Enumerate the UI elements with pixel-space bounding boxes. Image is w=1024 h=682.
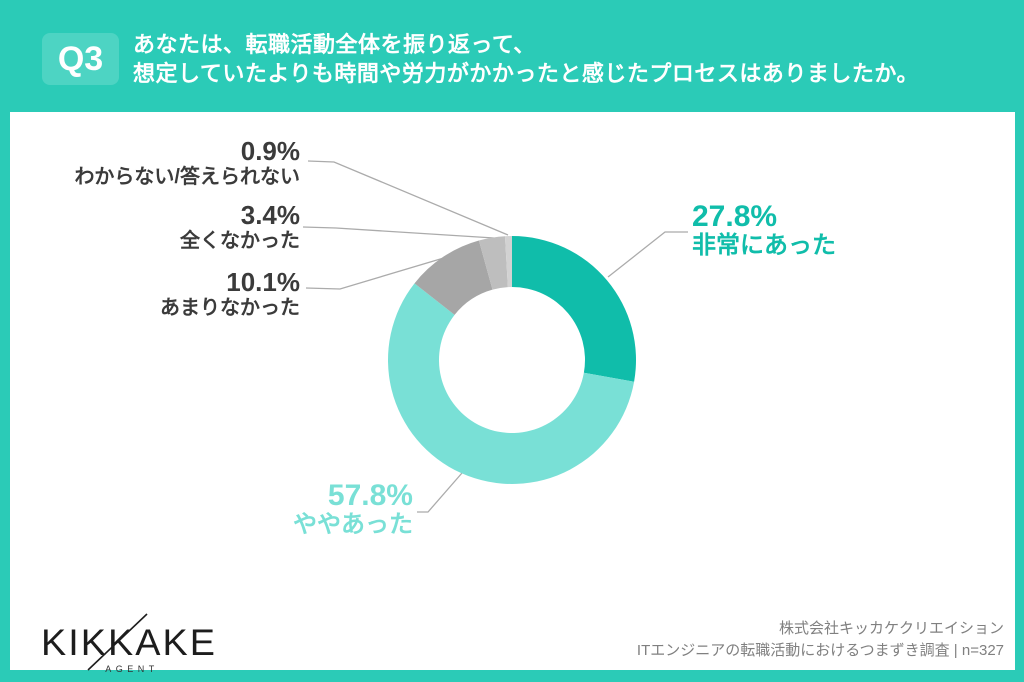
leader-line-wakaranai	[307, 160, 509, 236]
question-title-line2: 想定していたよりも時間や労力がかかったと感じたプロセスはありましたか。	[133, 61, 919, 86]
chart-panel: 0.9% わからない/答えられない 3.4% 全くなかった 10.1% あまりな…	[10, 112, 1015, 674]
label-wakaranai-pct: 0.9%	[240, 136, 300, 166]
label-hijouni-pct: 27.8%	[692, 200, 778, 233]
question-title: あなたは、転職活動全体を振り返って、 想定していたよりも時間や労力がかかったと感…	[133, 30, 919, 88]
label-amari-text: あまりなかった	[160, 297, 300, 319]
label-hijouni-text: 非常にあった	[692, 232, 836, 259]
label-yaya: 57.8% ややあった	[293, 480, 413, 539]
kikkake-logo-sub: AGENT	[105, 664, 159, 674]
label-mattaku-text: 全くなかった	[180, 230, 300, 252]
donut-segment-1	[388, 283, 635, 484]
question-title-line1: あなたは、転職活動全体を振り返って、	[133, 32, 536, 57]
kikkake-logo-text: KIKKAKE	[41, 622, 217, 663]
label-mattaku: 3.4% 全くなかった	[180, 202, 300, 254]
question-number-badge: Q3	[42, 33, 119, 85]
credit-company: 株式会社キッカケクリエイション	[778, 620, 1004, 637]
donut-segment-4	[504, 236, 512, 288]
credit-survey: ITエンジニアの転職活動におけるつまずき調査 | n=327	[636, 642, 1004, 659]
donut-segment-2	[414, 240, 493, 315]
label-wakaranai: 0.9% わからない/答えられない	[74, 138, 300, 190]
label-wakaranai-text: わからない/答えられない	[74, 166, 300, 188]
label-yaya-pct: 57.8%	[327, 479, 413, 512]
donut-segment-3	[478, 236, 508, 290]
kikkake-logo-slash	[87, 613, 148, 671]
question-number: Q3	[57, 39, 104, 78]
label-amari-pct: 10.1%	[226, 267, 300, 297]
label-yaya-text: ややあった	[293, 511, 413, 538]
label-amari: 10.1% あまりなかった	[160, 269, 300, 321]
donut-chart	[388, 236, 637, 484]
label-mattaku-pct: 3.4%	[240, 200, 300, 230]
survey-credit: 株式会社キッカケクリエイション ITエンジニアの転職活動におけるつまずき調査 |…	[637, 618, 1004, 662]
kikkake-logo: KIKKAKE AGENT	[41, 613, 217, 674]
donut-segment-0	[512, 236, 637, 382]
label-hijouni: 27.8% 非常にあった	[692, 201, 836, 260]
header: Q3 あなたは、転職活動全体を振り返って、 想定していたよりも時間や労力がかかっ…	[0, 0, 1024, 112]
